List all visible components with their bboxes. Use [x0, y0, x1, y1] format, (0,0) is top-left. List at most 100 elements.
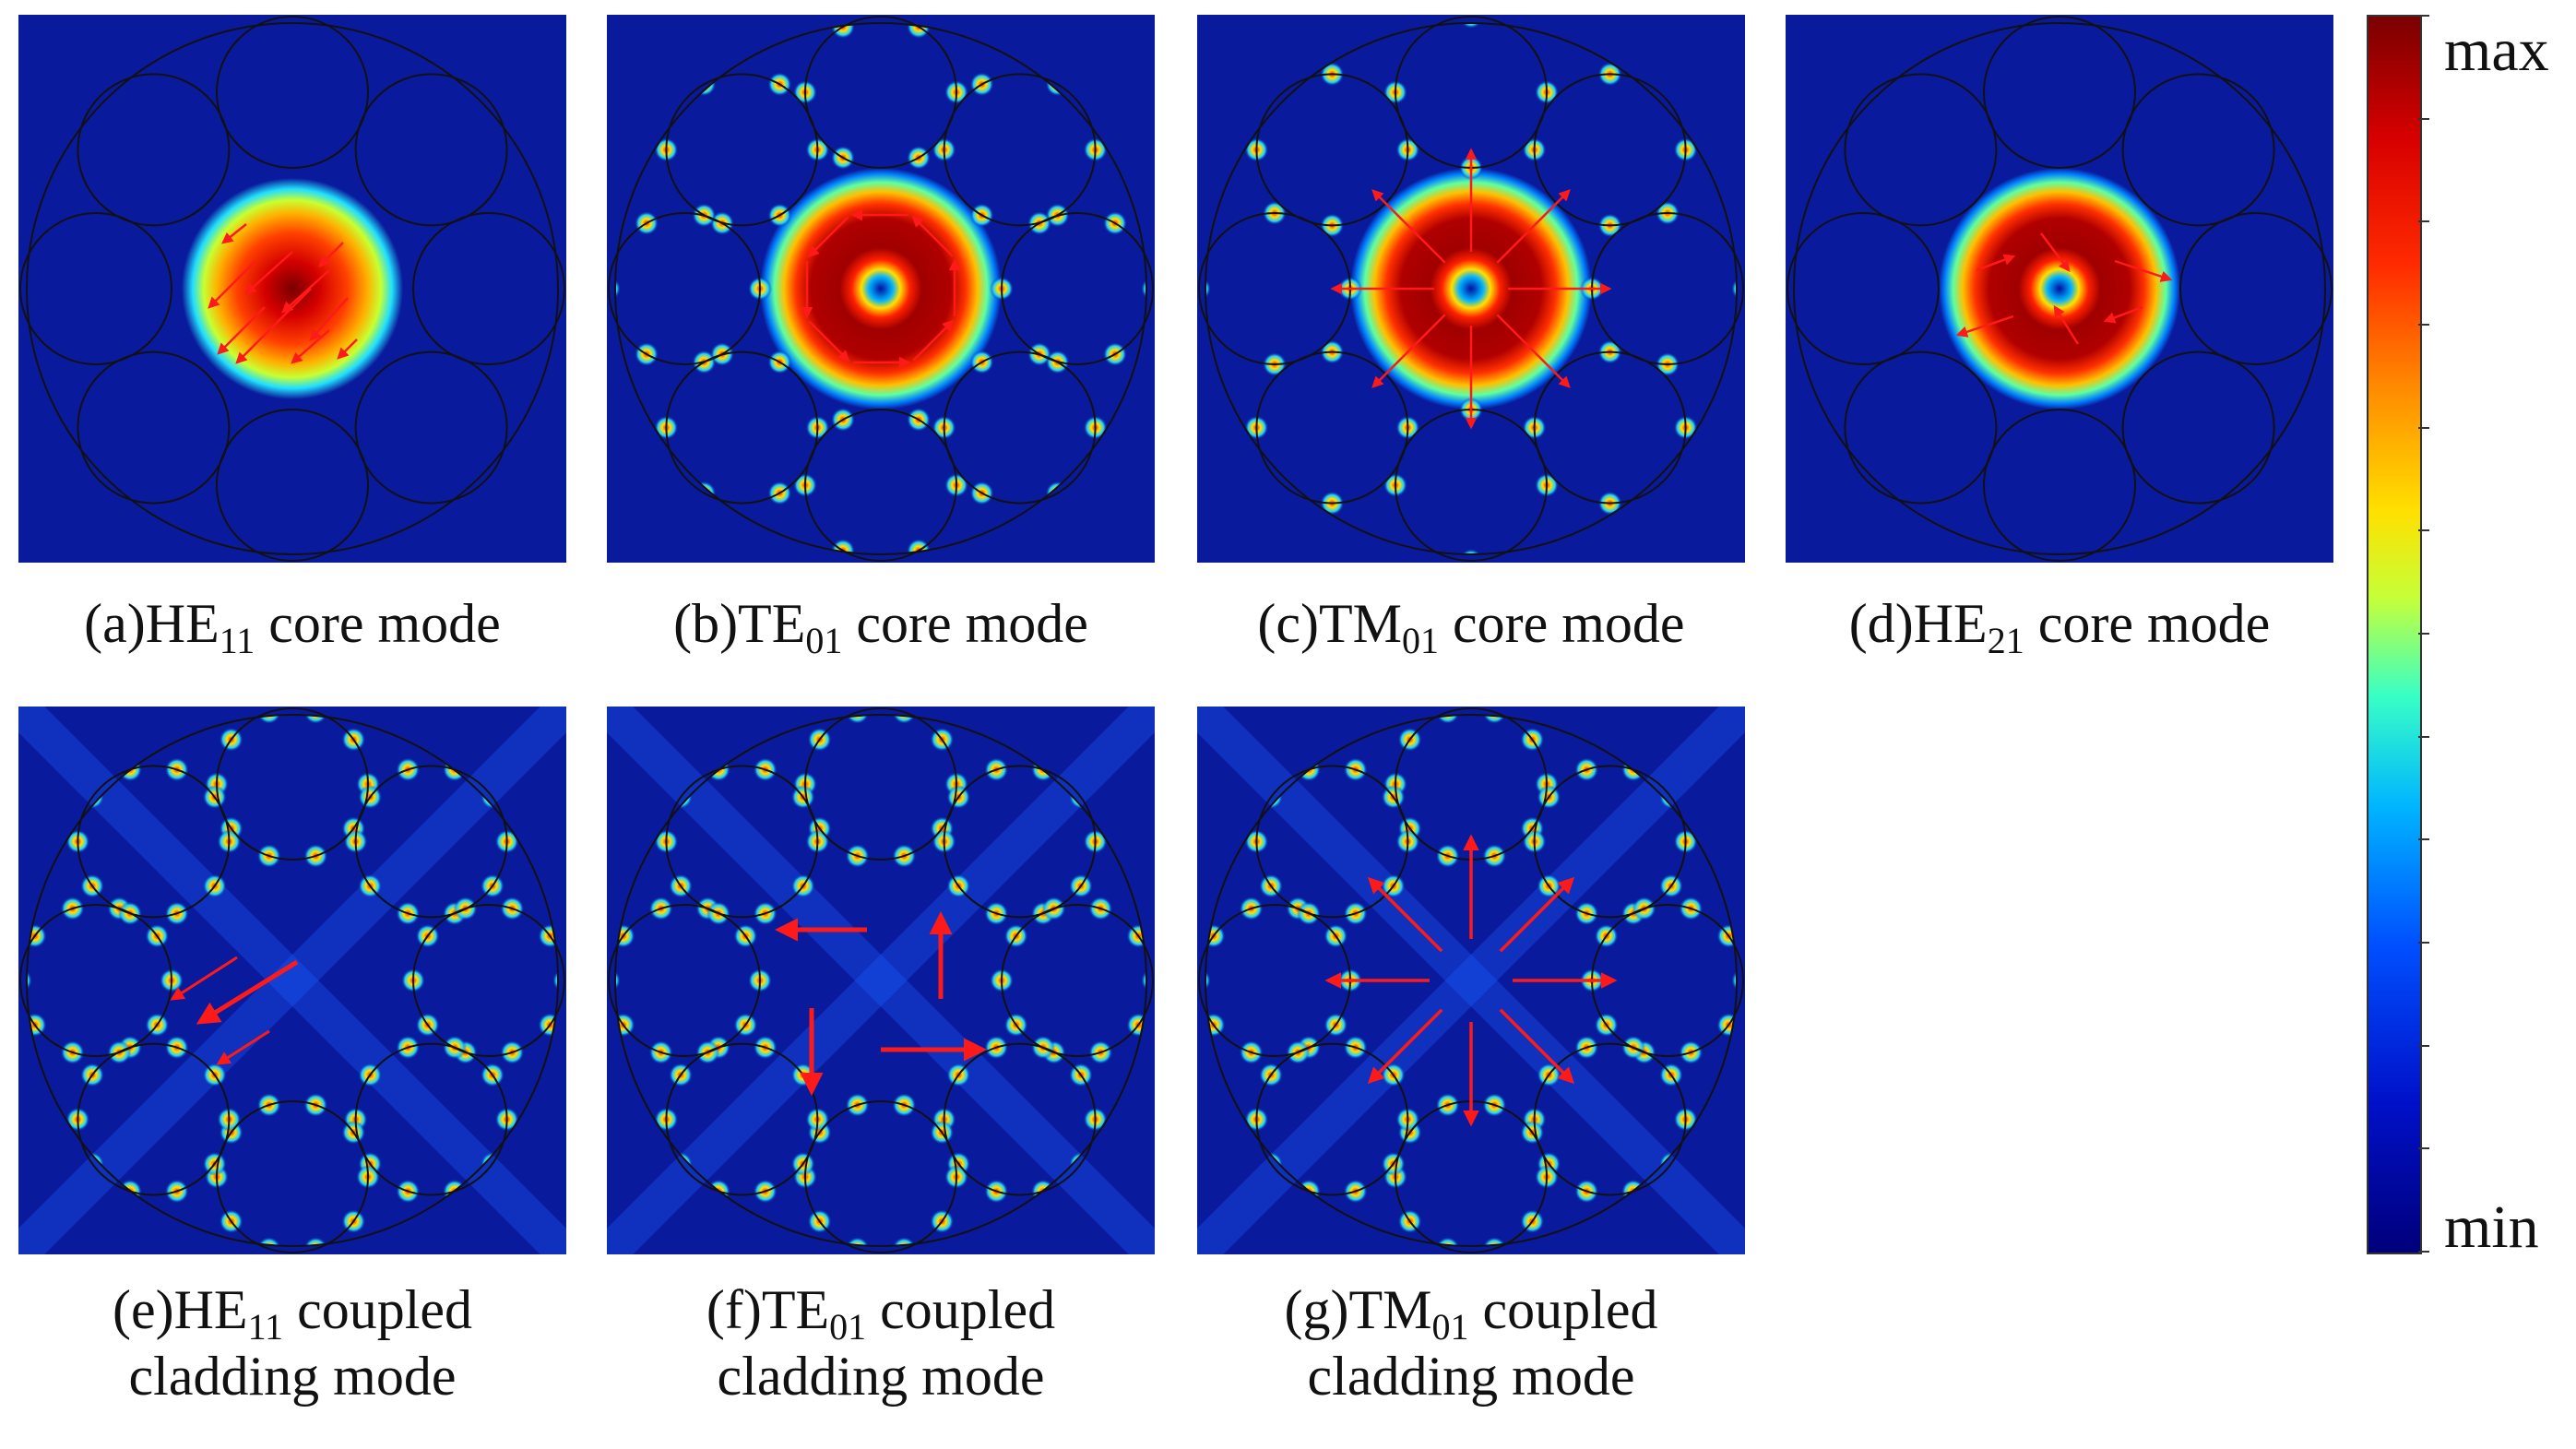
air-hole-outline — [1983, 16, 2136, 169]
air-hole-outline — [216, 409, 369, 562]
panel-f-te01-cladding-mode — [607, 707, 1155, 1254]
air-hole-outline — [1255, 73, 1409, 227]
field-vector-arrow — [2053, 304, 2080, 345]
air-hole-outline — [804, 1100, 957, 1253]
field-vector-arrow — [216, 1029, 270, 1065]
air-hole-outline — [354, 73, 508, 227]
field-vector-arrow — [1496, 189, 1571, 264]
fiber-outline — [614, 714, 1147, 1247]
corner-field-streak — [867, 967, 1155, 1254]
air-hole-outline — [216, 16, 369, 169]
colorbar-tick — [2418, 324, 2429, 326]
colorbar-tick — [2418, 838, 2429, 841]
field-vector-arrow — [911, 215, 954, 257]
corner-field-streak — [18, 967, 306, 1254]
field-vector-arrow — [244, 251, 293, 295]
air-hole-outline — [1001, 212, 1154, 365]
field-vector-arrow — [1496, 314, 1571, 388]
air-hole-outline — [943, 765, 1097, 919]
air-hole-outline — [608, 212, 761, 365]
field-vector-arrow — [2040, 232, 2071, 272]
air-hole-outline — [412, 904, 565, 1057]
air-hole-outline — [608, 904, 761, 1057]
air-hole-outline — [943, 1042, 1097, 1196]
colorbar-gradient — [2367, 15, 2422, 1254]
colorbar-tick — [2418, 529, 2429, 532]
caption-b: (b)TE01 core mode — [673, 593, 1088, 661]
air-hole-outline — [412, 212, 565, 365]
caption-e: (e)HE11 coupled cladding mode — [112, 1279, 473, 1407]
colorbar-tick — [2418, 426, 2429, 429]
field-vector-arrow — [309, 297, 349, 341]
caption-f: (f)TE01 coupled cladding mode — [706, 1279, 1056, 1407]
air-hole-outline — [216, 1100, 369, 1253]
air-hole-outline — [354, 350, 508, 505]
field-vector-arrow — [217, 306, 266, 355]
field-plot-a — [18, 15, 566, 563]
caption-a: (a)HE11 core mode — [84, 593, 501, 661]
field-vector-arrow — [807, 216, 849, 258]
air-hole-outline — [19, 904, 172, 1057]
field-plot-b — [607, 15, 1155, 563]
colorbar-tick — [2418, 735, 2429, 738]
panel-e-he11-cladding-mode — [18, 707, 566, 1254]
colorbar-max-label: max — [2444, 17, 2549, 84]
field-plot-g — [1197, 707, 1745, 1254]
air-hole-outline — [1001, 904, 1154, 1057]
air-hole-outline — [943, 350, 1097, 505]
panel-a-he11-core-mode — [18, 15, 566, 563]
corner-field-streak — [607, 967, 895, 1254]
colorbar-min-label: min — [2444, 1194, 2539, 1261]
air-hole-outline — [77, 1042, 231, 1196]
air-hole-outline — [77, 350, 231, 505]
field-background — [607, 707, 1155, 1254]
air-hole-outline — [1844, 73, 1998, 227]
air-hole-outline — [2121, 73, 2275, 227]
colorbar-tick — [2418, 633, 2429, 635]
field-vector-arrow — [1499, 1008, 1575, 1085]
air-hole-outline — [1255, 765, 1409, 919]
air-hole-outline — [2121, 350, 2275, 505]
colorbar-tick — [2418, 942, 2429, 944]
field-vector-arrow — [2114, 259, 2173, 282]
colorbar-tick — [2418, 1044, 2429, 1047]
field-vector-arrow — [1955, 315, 2014, 338]
corner-field-streak — [18, 707, 306, 994]
air-hole-outline — [804, 409, 957, 562]
fiber-outline — [1793, 22, 2326, 555]
air-hole-outline — [665, 765, 819, 919]
field-vector-arrow — [170, 956, 238, 1001]
air-hole-outline — [1533, 73, 1687, 227]
panel-c-tm01-core-mode — [1197, 15, 1745, 563]
field-vector-arrow — [208, 260, 256, 309]
colorbar-tick — [2418, 1251, 2429, 1253]
field-plot-e — [18, 707, 566, 1254]
panel-d-he21-core-mode — [1786, 15, 2333, 563]
panel-b-te01-core-mode — [607, 15, 1155, 563]
air-hole-outline — [77, 73, 231, 227]
air-hole-outline — [1255, 350, 1409, 505]
panel-g-tm01-cladding-mode — [1197, 707, 1745, 1254]
fiber-outline — [1205, 714, 1738, 1247]
field-plot-d — [1786, 15, 2333, 563]
fiber-outline — [26, 22, 559, 555]
core-field-intensity — [759, 167, 1003, 410]
fiber-outline — [1205, 22, 1738, 555]
air-hole-outline — [2179, 212, 2333, 365]
field-vector-arrow — [1367, 1008, 1443, 1085]
caption-d: (d)HE21 core mode — [1848, 593, 2271, 661]
colorbar: max min — [2367, 15, 2570, 1269]
air-hole-outline — [943, 73, 1097, 227]
colorbar-tick — [2418, 1147, 2429, 1150]
field-vector-arrow — [1976, 254, 2016, 272]
air-hole-outline — [1533, 350, 1687, 505]
field-vector-arrow — [1499, 876, 1575, 953]
air-hole-outline — [804, 707, 957, 861]
field-vector-arrow — [1371, 189, 1446, 264]
field-vector-arrow — [291, 329, 330, 364]
air-hole-outline — [1983, 409, 2136, 562]
colorbar-tick — [2418, 15, 2429, 17]
field-vector-arrow — [221, 223, 247, 244]
field-plot-f — [607, 707, 1155, 1254]
caption-g: (g)TM01 coupled cladding mode — [1284, 1279, 1658, 1407]
